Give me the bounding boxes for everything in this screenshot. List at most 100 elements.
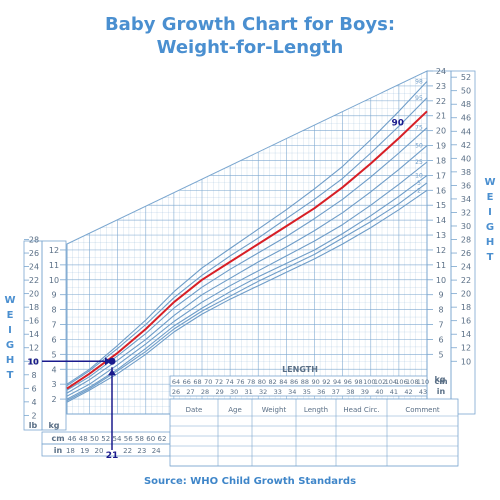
lb-tick-label-left: 4 (31, 398, 36, 407)
lb-tick-label-right: 32 (461, 208, 471, 217)
kg-tick-label-right: 16 (436, 186, 446, 195)
cm-tick-label-high: 88 (301, 378, 309, 386)
kg-tick-label-right: 21 (436, 112, 446, 121)
ylabel-right-letter: W (484, 177, 495, 188)
percentile-curve-95 (66, 97, 428, 387)
lb-tick-label-right: 24 (461, 263, 471, 272)
kg-tick-label-right: 14 (436, 216, 446, 225)
percentile-label-10: 10 (415, 172, 423, 179)
kg-tick-label-left: 9 (51, 291, 56, 300)
lb-tick-label-left: 6 (31, 384, 36, 393)
in-tick-label-high: 26 (172, 388, 180, 396)
cm-tick-label-high: 68 (193, 378, 201, 386)
in-tick-label-low: 23 (137, 447, 146, 455)
in-tick-label-high: 27 (186, 388, 194, 396)
cm-tick-label-high: 82 (269, 378, 277, 386)
cm-tick-label-high: 96 (344, 378, 352, 386)
cm-tick-label-high: 108 (406, 378, 418, 386)
percentile-curve-75 (66, 127, 428, 391)
ylabel-right-letter: T (487, 252, 494, 263)
table-header: Comment (405, 406, 440, 414)
lb-tick-label-right: 10 (461, 357, 471, 366)
kg-tick-label-left: 10 (49, 276, 59, 285)
lb-tick-label-right: 34 (461, 195, 471, 204)
xlabel: LENGTH (282, 365, 318, 374)
cm-unit-high: cm (434, 377, 447, 386)
lb-tick-label-right: 30 (461, 222, 471, 231)
left-kg-column (41, 240, 67, 431)
percentile-label-2: 2 (417, 187, 421, 194)
source-note: Source: WHO Child Growth Standards (143, 476, 357, 487)
lb-tick-label-right: 42 (461, 141, 471, 150)
percentile-curve-5 (66, 182, 428, 402)
kg-tick-label-right: 18 (436, 156, 446, 165)
in-tick-label-high: 40 (375, 388, 383, 396)
in-tick-label-high: 39 (361, 388, 369, 396)
lb-tick-label-left: 18 (29, 303, 39, 312)
cm-tick-label-high: 64 (172, 378, 180, 386)
cm-tick-label-high: 72 (215, 378, 223, 386)
in-tick-label-high: 37 (332, 388, 340, 396)
marker-point (108, 357, 116, 365)
lb-tick-label-right: 40 (461, 154, 471, 163)
cm-tick-label-high: 70 (204, 378, 212, 386)
in-tick-label-high: 35 (303, 388, 311, 396)
kg-tick-label-left: 11 (49, 261, 59, 270)
kg-tick-label-right: 22 (436, 97, 446, 106)
percentile-curves (66, 81, 428, 403)
kg-tick-label-left: 7 (51, 321, 56, 330)
percentile-curve-25 (66, 161, 428, 397)
lb-tick-label-right: 44 (461, 127, 471, 136)
lb-tick-label-left: 20 (29, 290, 39, 299)
lb-tick-label-left: 22 (29, 276, 39, 285)
kg-tick-label-right: 6 (438, 335, 443, 344)
in-tick-label-high: 30 (230, 388, 238, 396)
percentile-label-95: 95 (415, 95, 423, 102)
right-kg-column (426, 70, 452, 415)
percentile-label-98: 98 (415, 78, 423, 85)
in-tick-label-low: 19 (80, 447, 89, 455)
ylabel-left-letter: E (7, 310, 14, 321)
cm-tick-label-low: 54 (113, 435, 122, 443)
kg-tick-label-right: 7 (438, 321, 443, 330)
lb-tick-label-left: 16 (29, 317, 39, 326)
in-tick-label-high: 41 (390, 388, 398, 396)
table-header: Length (304, 406, 328, 414)
cm-tick-label-high: 94 (333, 378, 341, 386)
cm-tick-label-high: 86 (290, 378, 298, 386)
lb-tick-label-right: 48 (461, 100, 471, 109)
in-unit-low: in (54, 446, 63, 455)
ylabel-right-letter: E (487, 192, 494, 203)
lb-unit-left: lb (29, 421, 38, 430)
kg-tick-label-right: 15 (436, 201, 446, 210)
kg-unit-right: kg (434, 375, 445, 384)
ylabel-left-letter: W (4, 295, 15, 306)
lb-tick-label-right: 14 (461, 330, 471, 339)
in-tick-label-low: 20 (95, 447, 104, 455)
in-tick-label-high: 29 (215, 388, 223, 396)
cm-tick-label-low: 62 (158, 435, 167, 443)
table-header: Date (186, 406, 203, 414)
cm-tick-label-high: 110 (417, 378, 429, 386)
lb-tick-label-right: 36 (461, 181, 471, 190)
in-tick-label-high: 42 (404, 388, 412, 396)
in-tick-label-high: 33 (274, 388, 282, 396)
percentile-label-75: 75 (415, 125, 423, 132)
kg-tick-label-right: 5 (438, 350, 443, 359)
lb-tick-label-right: 12 (461, 344, 471, 353)
marker-weight-label: 10 (27, 357, 39, 366)
percentile-curve-10 (66, 174, 428, 400)
lb-tick-label-right: 38 (461, 168, 471, 177)
kg-tick-label-right: 23 (436, 82, 446, 91)
kg-tick-label-left: 12 (49, 246, 59, 255)
ylabel-left-letter: G (6, 340, 14, 351)
kg-tick-label-left: 6 (51, 335, 56, 344)
kg-tick-label-right: 19 (436, 142, 446, 151)
kg-tick-label-left: 4 (51, 365, 56, 374)
in-tick-label-low: 18 (66, 447, 75, 455)
cm-tick-label-low: 52 (101, 435, 110, 443)
cm-tick-label-low: 48 (79, 435, 88, 443)
marker-length-label: 21 (106, 451, 119, 461)
ylabel-right-letter: H (486, 237, 494, 248)
percentile-curve-90 (66, 110, 428, 390)
